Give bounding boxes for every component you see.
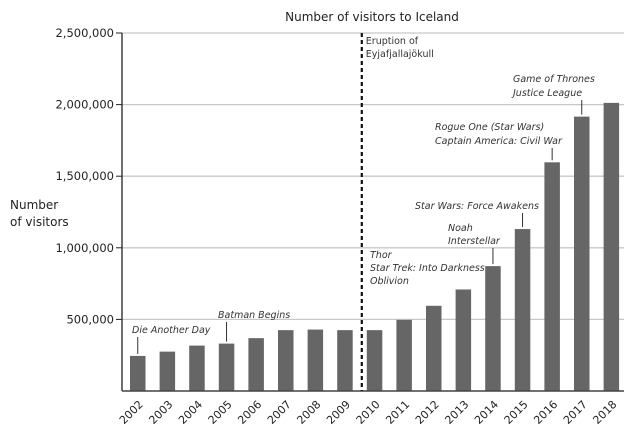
bar-2007 (278, 330, 294, 391)
x-tick-label: 2016 (531, 398, 560, 427)
annotation-2017: Justice League (511, 88, 582, 99)
y-axis-label-line1: Number (10, 198, 58, 212)
annotation-2002: Die Another Day (132, 325, 211, 336)
bars (130, 102, 620, 392)
x-tick-label: 2002 (117, 398, 146, 427)
gridlines (122, 32, 624, 321)
x-tick-label: 2010 (354, 398, 383, 427)
bar-2016 (544, 162, 560, 391)
x-tick-label: 2018 (590, 398, 619, 427)
bar-2011 (396, 319, 412, 391)
y-axis-label-line2: of visitors (10, 215, 69, 229)
annotation-2016: Captain America: Civil War (435, 136, 563, 147)
bar-2012 (426, 305, 442, 391)
x-tick-label: 2017 (561, 398, 590, 427)
bar-2017 (574, 116, 590, 392)
x-tick-label: 2009 (324, 398, 353, 427)
y-tick-label: 1,500,000 (55, 169, 114, 183)
annotation-2014: Interstellar (448, 236, 501, 247)
y-tick-label: 500,000 (66, 312, 114, 326)
x-tick-label: 2014 (472, 398, 501, 427)
bar-2004 (189, 345, 205, 391)
annotation-2016: Rogue One (Star Wars) (435, 122, 544, 133)
chart-title: Number of visitors to Iceland (285, 10, 459, 24)
annotation-2013: Thor (370, 250, 393, 261)
annotation-2017: Game of Thrones (513, 74, 595, 85)
bar-2003 (159, 351, 176, 391)
y-tick-label: 2,000,000 (55, 98, 114, 112)
y-tick-label: 1,000,000 (55, 241, 114, 255)
eruption-label: Eyjafjallajökull (366, 49, 434, 60)
x-tick-label: 2004 (176, 398, 205, 427)
annotation-2014: Noah (448, 223, 473, 234)
y-tick-label: 2,500,000 (55, 26, 114, 40)
bar-2013 (455, 289, 472, 391)
x-tick-label: 2003 (146, 398, 175, 427)
bar-2014 (485, 266, 501, 391)
bar-2005 (218, 343, 235, 391)
annotation-2013: Oblivion (370, 276, 409, 287)
x-tick-label: 2007 (265, 398, 294, 427)
x-tick-label: 2012 (413, 398, 442, 427)
movie-annotations: Die Another Day Batman Begins Thor Star Tre… (132, 74, 595, 354)
bar-2008 (307, 329, 324, 391)
bar-2006 (248, 338, 264, 391)
bar-2015 (514, 229, 531, 391)
bar-2002 (130, 355, 146, 391)
x-tick-label: 2006 (235, 398, 264, 427)
annotation-2013: Star Trek: Into Darkness (370, 263, 485, 274)
annotation-2015: Star Wars: Force Awakens (415, 201, 539, 212)
y-axis: 500,000 1,000,000 1,500,000 2,000,000 2,500,… (55, 26, 123, 391)
bar-2018 (603, 102, 620, 392)
x-tick-label: 2008 (294, 398, 323, 427)
bar-2009 (337, 330, 353, 391)
x-tick-label: 2005 (206, 398, 235, 427)
x-axis: 2002 2003 2004 2005 2006 2007 2008 2009 2010 2011… (117, 390, 624, 427)
x-tick-label: 2015 (502, 398, 531, 427)
eruption-event-line: Eruption of Eyjafjallajökull (360, 33, 434, 391)
x-tick-label: 2011 (383, 398, 412, 427)
bar-2010 (366, 330, 383, 391)
x-tick-label: 2013 (442, 398, 471, 427)
annotation-2005: Batman Begins (218, 310, 290, 321)
eruption-label: Eruption of (366, 36, 419, 47)
